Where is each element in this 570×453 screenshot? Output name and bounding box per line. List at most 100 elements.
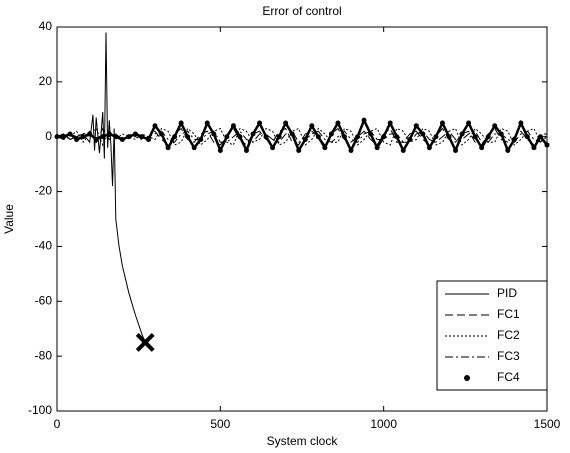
series-marker bbox=[270, 145, 276, 151]
series-marker bbox=[472, 134, 478, 140]
series-marker bbox=[387, 120, 393, 126]
series-marker bbox=[368, 131, 374, 137]
legend-label: FC2 bbox=[497, 328, 520, 342]
series-marker bbox=[446, 134, 452, 140]
y-tick-label: 0 bbox=[45, 129, 52, 143]
series-marker bbox=[492, 123, 498, 129]
chart-title: Error of control bbox=[262, 4, 341, 18]
series-marker bbox=[302, 136, 308, 142]
series-marker bbox=[296, 147, 302, 153]
series-marker bbox=[243, 147, 249, 153]
x-tick-label: 1000 bbox=[370, 417, 397, 431]
series-marker bbox=[498, 131, 504, 137]
series-marker bbox=[100, 134, 106, 140]
series-marker bbox=[537, 134, 543, 140]
series-marker bbox=[204, 120, 210, 126]
series-marker bbox=[87, 131, 93, 137]
series-marker bbox=[67, 131, 73, 137]
series-marker bbox=[394, 134, 400, 140]
x-tick-label: 500 bbox=[210, 417, 230, 431]
legend-box bbox=[436, 280, 548, 391]
series-marker bbox=[159, 131, 165, 137]
series-line bbox=[56, 127, 548, 147]
series-marker bbox=[413, 123, 419, 129]
series-marker bbox=[466, 120, 472, 126]
series-marker bbox=[453, 147, 459, 153]
series-marker bbox=[178, 120, 184, 126]
series-marker bbox=[439, 120, 445, 126]
series-marker bbox=[544, 142, 550, 148]
legend-label: PID bbox=[497, 286, 517, 300]
y-tick-label: 20 bbox=[39, 74, 53, 88]
series-marker bbox=[361, 117, 367, 123]
series-line bbox=[56, 127, 547, 146]
y-tick-label: -100 bbox=[28, 403, 52, 417]
y-axis-label: Value bbox=[2, 204, 16, 234]
series-marker bbox=[518, 120, 524, 126]
series-marker bbox=[374, 145, 380, 151]
series-marker bbox=[400, 147, 406, 153]
series-marker bbox=[283, 120, 289, 126]
y-tick-label: 40 bbox=[39, 19, 53, 33]
series-marker bbox=[315, 134, 321, 140]
series-marker bbox=[250, 131, 256, 137]
series-marker bbox=[80, 134, 86, 140]
series-marker bbox=[172, 134, 178, 140]
y-tick-label: -40 bbox=[35, 239, 53, 253]
series-marker bbox=[113, 134, 119, 140]
series-marker bbox=[341, 134, 347, 140]
series-marker bbox=[407, 136, 413, 142]
series-line bbox=[56, 130, 548, 144]
legend-label: FC4 bbox=[497, 370, 520, 384]
y-tick-label: -60 bbox=[35, 293, 53, 307]
series-marker bbox=[420, 131, 426, 137]
series-line bbox=[57, 117, 548, 154]
series-marker bbox=[191, 145, 197, 151]
series-marker bbox=[126, 134, 132, 140]
series-marker bbox=[257, 120, 263, 126]
series-marker bbox=[198, 136, 204, 142]
series-marker bbox=[54, 134, 60, 140]
series-marker bbox=[309, 123, 315, 129]
series-marker bbox=[289, 131, 295, 137]
series-marker bbox=[505, 147, 511, 153]
series-marker bbox=[348, 147, 354, 153]
series-marker bbox=[459, 131, 465, 137]
series-marker bbox=[165, 145, 171, 151]
series-marker bbox=[185, 134, 191, 140]
series-marker bbox=[152, 123, 158, 129]
y-tick-label: -80 bbox=[35, 348, 53, 362]
series-marker bbox=[531, 145, 537, 151]
series-marker bbox=[132, 131, 138, 137]
series-marker bbox=[433, 134, 439, 140]
series-marker bbox=[524, 134, 530, 140]
series-marker bbox=[335, 120, 341, 126]
legend-marker bbox=[464, 375, 470, 381]
x-axis-label: System clock bbox=[267, 434, 339, 448]
series-marker bbox=[106, 131, 112, 137]
legend-label: FC3 bbox=[497, 349, 520, 363]
series-marker bbox=[263, 134, 269, 140]
y-tick-label: -20 bbox=[35, 184, 53, 198]
legend-label: FC1 bbox=[497, 307, 520, 321]
series-marker bbox=[93, 136, 99, 142]
series-marker bbox=[224, 134, 230, 140]
series-marker bbox=[355, 134, 361, 140]
series-marker bbox=[511, 136, 517, 142]
series-marker bbox=[322, 145, 328, 151]
end-cross bbox=[135, 333, 155, 352]
series-marker bbox=[381, 134, 387, 140]
x-tick-label: 1500 bbox=[534, 417, 561, 431]
series-marker bbox=[211, 131, 217, 137]
series-marker bbox=[230, 123, 236, 129]
series-marker bbox=[119, 136, 125, 142]
series-marker bbox=[74, 136, 80, 142]
series-marker bbox=[61, 134, 67, 140]
x-tick-label: 0 bbox=[54, 417, 61, 431]
series-marker bbox=[217, 147, 223, 153]
series-marker bbox=[479, 145, 485, 151]
series-marker bbox=[139, 134, 145, 140]
series-marker bbox=[328, 131, 334, 137]
series-marker bbox=[145, 136, 151, 142]
